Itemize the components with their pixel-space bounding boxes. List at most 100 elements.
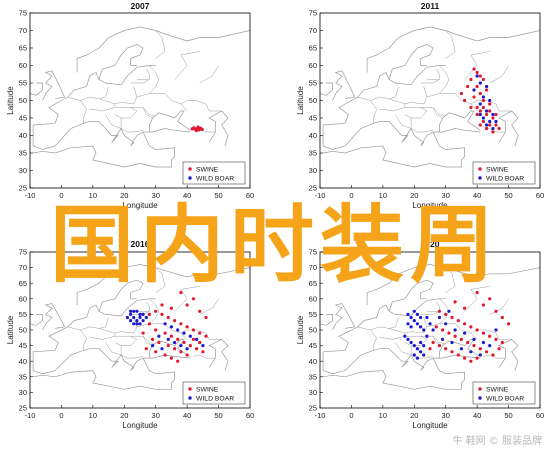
country-border [174, 286, 200, 312]
country-border [410, 118, 434, 133]
x-tick-label: 0 [349, 411, 353, 420]
wild-boar-point [135, 322, 139, 326]
legend: SWINE WILD BOAR [182, 381, 246, 405]
legend-box [472, 161, 536, 185]
country-border [155, 30, 166, 59]
country-border [130, 335, 156, 345]
swine-point [441, 328, 445, 332]
legend-marker-swine [478, 167, 482, 171]
coastline [149, 110, 191, 132]
legend: SWINE WILD BOAR [182, 161, 246, 185]
plot-area [320, 13, 540, 188]
wild-boar-point [437, 315, 441, 320]
wild-boar-point [135, 309, 139, 313]
country-border [105, 114, 122, 129]
coastline [32, 121, 191, 150]
wild-boar-point [188, 334, 192, 338]
y-tick-label: 25 [19, 184, 27, 193]
x-tick-label: 20 [120, 191, 128, 200]
swine-point [500, 315, 504, 320]
coastline [42, 70, 66, 101]
wild-boar-point [463, 331, 467, 335]
swine-point [163, 353, 167, 357]
wild-boar-point [185, 347, 189, 351]
swine-point [169, 306, 173, 310]
y-tick-label: 55 [19, 310, 27, 319]
swine-point [491, 130, 495, 134]
wild-boar-point [425, 334, 429, 338]
legend-label-swine: SWINE [486, 387, 509, 394]
wild-boar-point [431, 328, 435, 332]
wild-boar-point [422, 353, 426, 357]
coastline [439, 339, 481, 359]
swine-point [481, 331, 485, 335]
legend-marker-swine [478, 387, 482, 391]
country-border [395, 114, 412, 129]
country-border [445, 30, 456, 59]
wild-boar-point [444, 322, 448, 326]
country-border [136, 68, 150, 80]
y-tick-label: 35 [19, 372, 27, 381]
legend-marker-wild-boar [188, 176, 192, 180]
series-swine [190, 125, 204, 133]
swine-point [497, 347, 501, 351]
wild-boar-point [481, 95, 485, 99]
coastline [323, 370, 456, 390]
x-tick-label: 0 [59, 411, 63, 420]
swine-point [444, 347, 448, 351]
legend-box [472, 381, 536, 405]
swine-point [201, 350, 205, 354]
x-tick-label: 50 [214, 191, 222, 200]
swine-point [173, 319, 177, 323]
wild-boar-point [166, 337, 170, 341]
swine-point [198, 340, 202, 345]
y-tick-label: 25 [309, 184, 317, 193]
wild-boar-point [488, 119, 492, 124]
panel-title: 2020 [421, 239, 440, 249]
country-border [357, 326, 377, 351]
coastline [322, 298, 446, 371]
y-tick-label: 45 [309, 114, 317, 123]
swine-point [488, 102, 492, 106]
coastline [322, 348, 481, 375]
x-tick-label: 30 [442, 191, 450, 200]
coastline [76, 26, 250, 73]
wild-boar-point [169, 325, 173, 329]
swine-point [200, 127, 204, 132]
swine-point [478, 347, 482, 351]
country-border [142, 336, 153, 346]
country-border [120, 345, 144, 359]
x-tick-label: 10 [89, 191, 97, 200]
y-tick-label: 55 [309, 79, 317, 88]
x-tick-label: 20 [120, 411, 128, 420]
coastline [33, 145, 166, 168]
swine-point [469, 359, 473, 363]
swine-point [166, 315, 170, 320]
swine-point [157, 340, 161, 345]
swine-point [147, 322, 151, 326]
y-tick-label: 35 [19, 149, 27, 158]
swine-point [185, 325, 189, 329]
legend-label-wild-boar: WILD BOAR [196, 396, 234, 403]
wild-boar-point [478, 81, 482, 85]
swine-point [485, 112, 489, 117]
wild-boar-point [141, 319, 145, 323]
y-tick-label: 50 [19, 96, 27, 105]
swine-point [488, 334, 492, 338]
country-border [130, 107, 156, 117]
legend-marker-wild-boar [188, 396, 192, 400]
coastline [32, 348, 191, 375]
country-border [357, 96, 377, 124]
swine-point [185, 303, 189, 307]
swine-point [453, 300, 457, 304]
swine-point [160, 303, 164, 307]
swine-point [141, 331, 145, 335]
country-border [420, 107, 446, 117]
coastline [432, 357, 465, 390]
country-border [174, 51, 200, 80]
wild-boar-point [469, 350, 473, 354]
coastline [366, 264, 540, 305]
y-axis-label: Latitude [6, 86, 15, 115]
wild-boar-point [475, 74, 479, 78]
x-tick-label: 40 [183, 411, 191, 420]
